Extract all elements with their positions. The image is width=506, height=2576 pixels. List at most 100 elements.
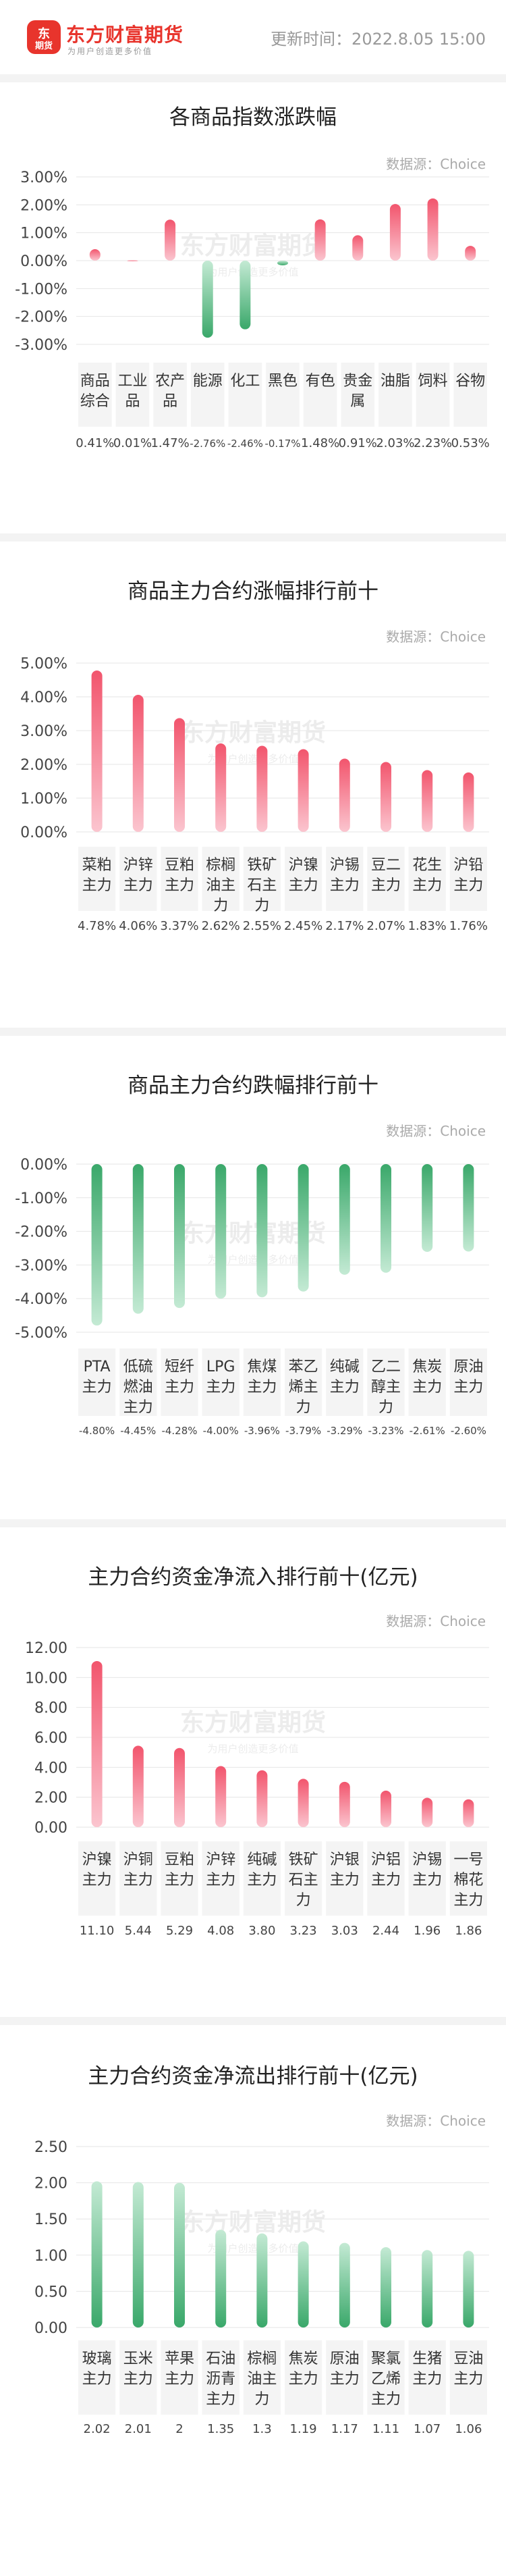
- category-label-bg: [367, 1348, 405, 1416]
- bar: [389, 204, 401, 261]
- category-label: 化工: [230, 373, 260, 390]
- bar: [174, 1164, 185, 1309]
- category-label-bg: [285, 1841, 322, 1916]
- category-label: LPG: [206, 1359, 235, 1375]
- category-label: 贵金: [343, 373, 372, 390]
- category-label-bg: [449, 2340, 487, 2415]
- category-label-bg: [408, 2340, 446, 2415]
- category-label-bg: [78, 1841, 116, 1916]
- watermark-brand: 东方财富期货: [180, 1708, 326, 1737]
- bar: [91, 2181, 103, 2328]
- value-label: 5.44: [125, 1924, 152, 1938]
- category-label: 沪锌: [206, 1851, 235, 1868]
- bar: [381, 2247, 391, 2328]
- y-tick-label: 3.00%: [20, 723, 67, 740]
- category-label: 棉花: [453, 1872, 483, 1889]
- value-label: -4.00%: [203, 1425, 239, 1437]
- bar: [422, 1164, 433, 1252]
- category-label: 短纤: [165, 1359, 194, 1375]
- category-label: PTA: [84, 1359, 111, 1375]
- category-label-bg: [78, 847, 116, 911]
- value-label: 1.48%: [301, 436, 339, 450]
- value-label: 11.10: [80, 1924, 115, 1938]
- category-label: 豆二: [371, 857, 401, 874]
- value-label: 2.23%: [414, 436, 452, 450]
- value-label: -2.60%: [451, 1425, 486, 1437]
- category-label-bg: [243, 1841, 281, 1916]
- category-label: 豆油: [453, 2350, 483, 2367]
- category-label: 主力: [330, 877, 360, 894]
- value-label: 2.17%: [325, 919, 364, 933]
- category-label: 乙二: [371, 1359, 401, 1375]
- category-label: 主力: [206, 2391, 235, 2408]
- watermark-brand: 东方财富期货: [180, 232, 326, 260]
- category-label: 主力: [165, 2371, 194, 2388]
- category-label: 烯主: [289, 1379, 318, 1396]
- category-label-bg: [161, 847, 198, 911]
- category-label: 力: [213, 897, 228, 914]
- category-label-bg: [78, 1348, 116, 1416]
- y-tick-label: -3.00%: [15, 337, 67, 354]
- bar: [298, 1779, 309, 1827]
- category-label: 主力: [453, 2371, 483, 2388]
- bar: [381, 762, 391, 832]
- value-label: 1.3: [252, 2422, 272, 2436]
- value-label: 2: [175, 2422, 183, 2436]
- category-label: 主力: [82, 2371, 112, 2388]
- category-label-bg: [161, 2340, 198, 2415]
- value-label: 0.91%: [339, 436, 377, 450]
- category-label: 主力: [123, 877, 153, 894]
- y-tick-label: 0.00%: [20, 1157, 67, 1174]
- watermark-brand: 东方财富期货: [180, 2208, 326, 2236]
- category-label: 纯碱: [330, 1359, 360, 1375]
- watermark-slogan: 为用户创造更多价值: [207, 1743, 298, 1755]
- value-label: 0.01%: [113, 436, 152, 450]
- y-tick-label: 2.50: [34, 2139, 67, 2156]
- bar: [381, 1164, 391, 1273]
- value-label: 1.96: [414, 1924, 441, 1938]
- update-time: 更新时间：2022.8.05 15:00: [271, 30, 486, 49]
- category-label-bg: [326, 847, 364, 911]
- y-tick-label: 0.50: [34, 2284, 67, 2301]
- category-label-bg: [202, 847, 240, 911]
- y-tick-label: -4.00%: [15, 1291, 67, 1308]
- category-label: 能源: [193, 373, 223, 390]
- category-label-bg: [326, 2340, 364, 2415]
- value-label: 1.11: [372, 2422, 399, 2436]
- category-label-bg: [119, 847, 157, 911]
- category-label-bg: [449, 847, 487, 911]
- category-label-bg: [243, 1348, 281, 1416]
- category-label: 力: [296, 1892, 311, 1909]
- category-label-bg: [285, 2340, 322, 2415]
- bar: [463, 1164, 474, 1252]
- category-label: 铁矿: [247, 857, 277, 874]
- bar: [339, 1781, 350, 1827]
- category-label: 主力: [453, 1892, 483, 1909]
- category-label: 焦炭: [412, 1359, 442, 1375]
- value-label: -3.79%: [285, 1425, 321, 1437]
- section-top-losers: 商品主力合约跌幅排行前十 数据源：Choice 东方财富期货 为用户创造更多价值 0…: [0, 1036, 506, 1519]
- value-label: 2.55%: [243, 919, 281, 933]
- y-tick-label: 2.00: [34, 1790, 67, 1807]
- category-label-bg: [243, 847, 281, 911]
- category-label: 主力: [247, 1379, 277, 1396]
- bar: [422, 2250, 433, 2328]
- value-label: -4.45%: [120, 1425, 156, 1437]
- y-tick-label: 1.50: [34, 2211, 67, 2228]
- bar: [298, 749, 309, 832]
- data-source: 数据源：Choice: [386, 629, 486, 645]
- bar: [422, 770, 433, 832]
- y-tick-label: 2.00%: [20, 757, 67, 774]
- bar: [174, 718, 185, 832]
- value-label: 4.78%: [78, 919, 116, 933]
- category-label-bg: [266, 363, 300, 427]
- category-label: 油主: [247, 2371, 277, 2388]
- category-label: 力: [378, 1399, 393, 1416]
- category-label: 沪银: [330, 1851, 360, 1868]
- y-tick-label: 0.00%: [20, 253, 67, 270]
- bar: [463, 2251, 474, 2328]
- bar: [298, 2241, 309, 2328]
- section-title: 商品主力合约涨幅排行前十: [128, 579, 378, 604]
